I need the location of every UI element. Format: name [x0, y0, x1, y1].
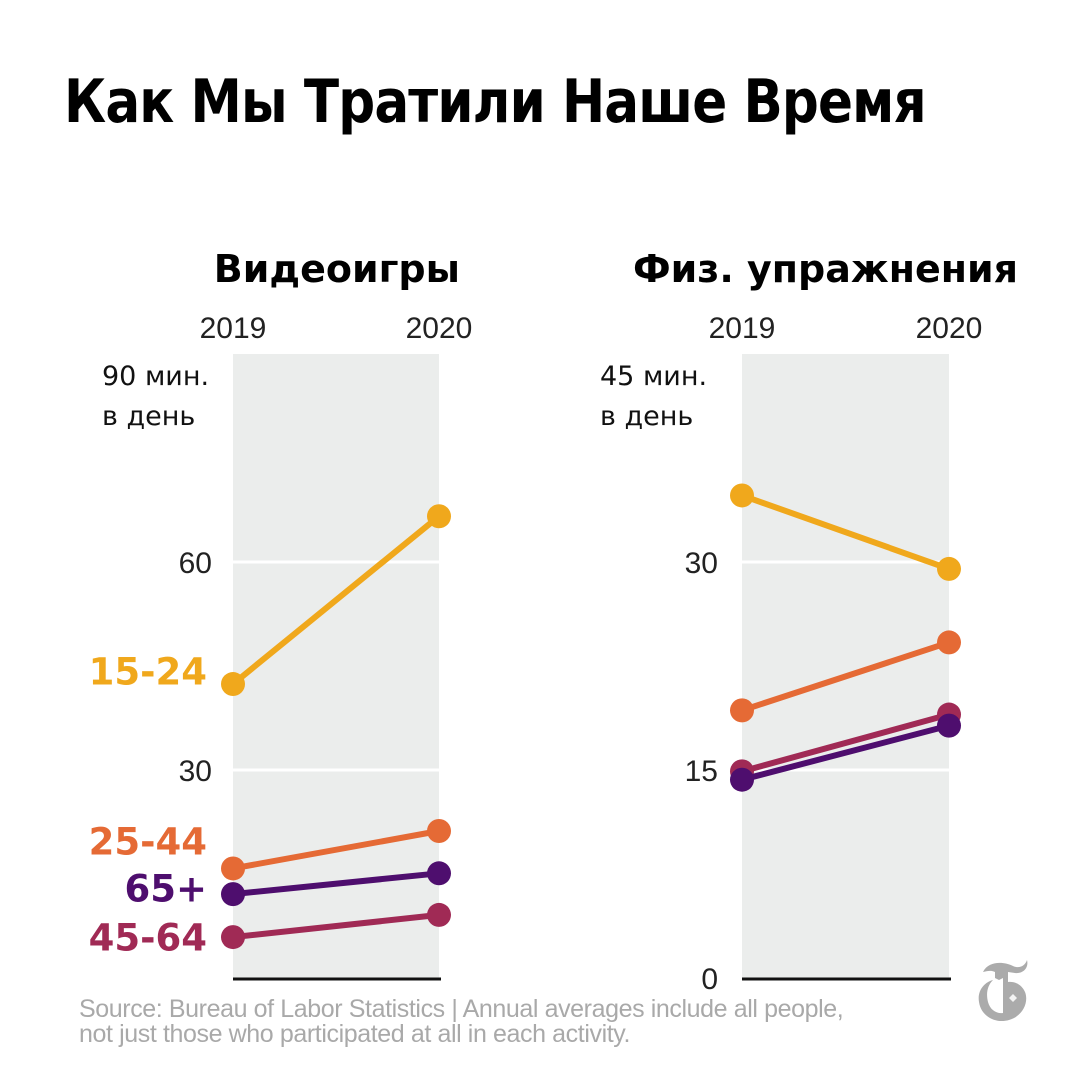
point-15-24-2020-video-games [427, 504, 451, 529]
point-15-24-2019-exercise [730, 483, 754, 508]
panel-title-exercise: Физ. упражнения [633, 247, 1018, 291]
source-note-line-1: Source: Bureau of Labor Statistics | Ann… [79, 995, 844, 1023]
y-tick-60-video-games: 60 [179, 547, 212, 580]
y-unit-label-video-games: 90 мин. [102, 361, 209, 392]
y-unit-label-video-games: в день [102, 401, 195, 432]
point-65+-2020-exercise [937, 713, 961, 738]
series-label-65+: 65+ [125, 868, 208, 911]
series-label-15-24: 15-24 [89, 651, 207, 694]
y-tick-0-exercise: 0 [701, 963, 718, 996]
y-unit-label-exercise: 45 мин. [600, 361, 707, 392]
panel-title-video-games: Видеоигры [214, 247, 460, 291]
point-65+-2019-exercise [730, 767, 754, 792]
point-45-64-2019-video-games [221, 925, 245, 950]
point-65+-2020-video-games [427, 861, 451, 886]
plot-area-exercise [742, 354, 949, 978]
series-line-45-64-exercise [739, 711, 952, 775]
source-note-line-2: not just those who participated at all i… [79, 1020, 631, 1048]
y-tick-30-exercise: 30 [685, 547, 718, 580]
page-title: Как Мы Тратили Наше Время [64, 67, 927, 137]
series-label-45-64: 45-64 [89, 916, 207, 959]
source-note: Source: Bureau of Labor Statistics | Ann… [79, 997, 979, 1047]
series-line-15-24-video-games [230, 513, 442, 688]
point-65+-2019-video-games [221, 882, 245, 907]
point-45-64-2020-video-games [427, 902, 451, 927]
x-tick-2020-video-games: 2020 [406, 312, 473, 345]
series-label-25-44: 25-44 [89, 821, 207, 864]
nyt-t-logo-icon [978, 960, 1028, 1022]
point-25-44-2020-exercise [937, 630, 961, 655]
y-unit-label-exercise: в день [600, 401, 693, 432]
point-15-24-2019-video-games [221, 672, 245, 697]
point-25-44-2020-video-games [427, 819, 451, 844]
x-tick-2019-exercise: 2019 [709, 312, 776, 345]
series-line-25-44-video-games [230, 828, 442, 872]
point-25-44-2019-video-games [221, 856, 245, 881]
y-tick-15-exercise: 15 [685, 755, 718, 788]
series-line-65+-exercise [739, 722, 952, 783]
series-line-15-24-exercise [739, 492, 952, 572]
series-line-65+-video-games [230, 870, 442, 898]
y-tick-30-video-games: 30 [179, 755, 212, 788]
x-tick-2020-exercise: 2020 [916, 312, 983, 345]
point-25-44-2019-exercise [730, 698, 754, 723]
point-15-24-2020-exercise [937, 556, 961, 581]
x-tick-2019-video-games: 2019 [200, 312, 267, 345]
series-line-25-44-exercise [739, 639, 952, 714]
series-line-45-64-video-games [230, 911, 442, 941]
